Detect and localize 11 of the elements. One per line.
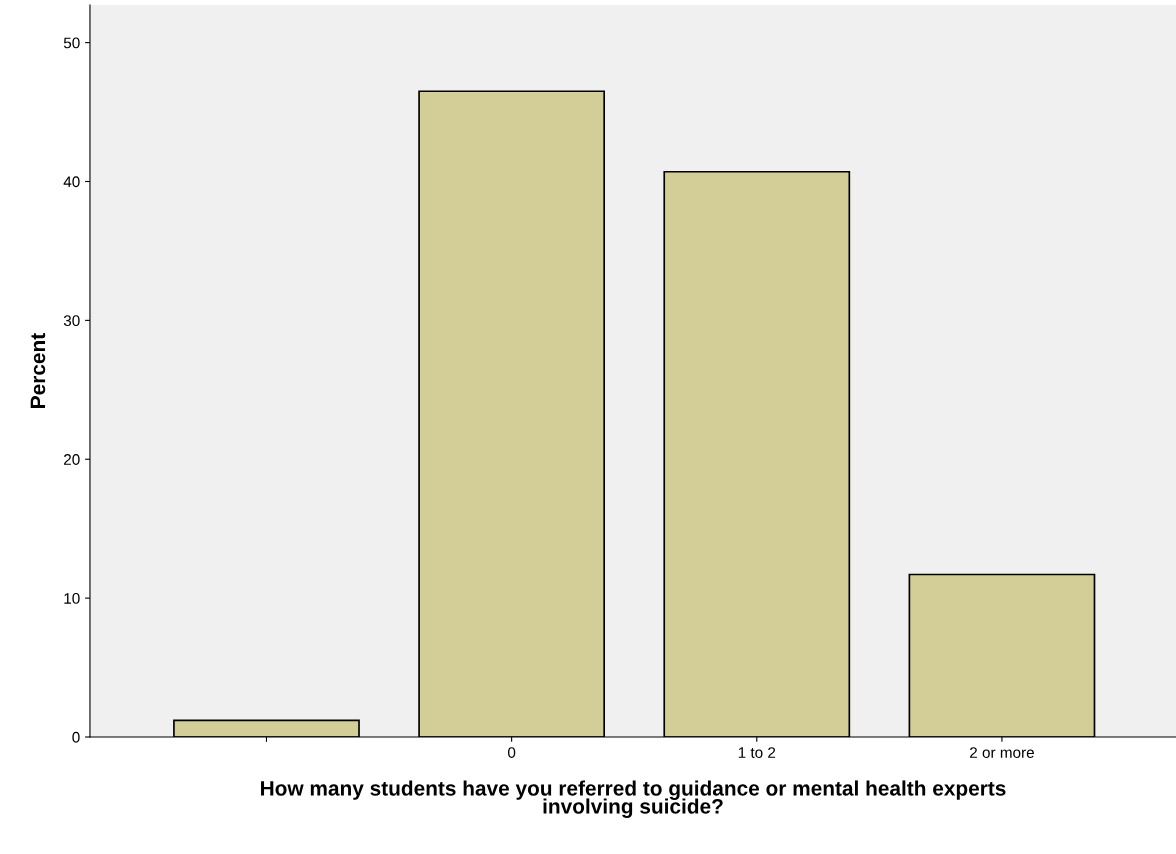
y-axis-title: Percent — [30, 333, 46, 408]
y-tick-label: 0 — [72, 731, 80, 743]
y-tick-label: 30 — [63, 315, 80, 327]
y-tick-label: 40 — [63, 176, 80, 188]
y-tick-label: 20 — [64, 454, 80, 465]
x-axis-title: How many students have you referred to guidance or mental health experts involving suicide? — [261, 780, 1006, 818]
x-tick-label: 2 or more — [970, 747, 1034, 758]
y-tick-label: 50 — [63, 37, 80, 49]
y-tick-label: 10 — [64, 592, 80, 604]
x-tick-label: 0 — [507, 747, 516, 758]
x-tick-label: 1 to 2 — [738, 747, 776, 758]
